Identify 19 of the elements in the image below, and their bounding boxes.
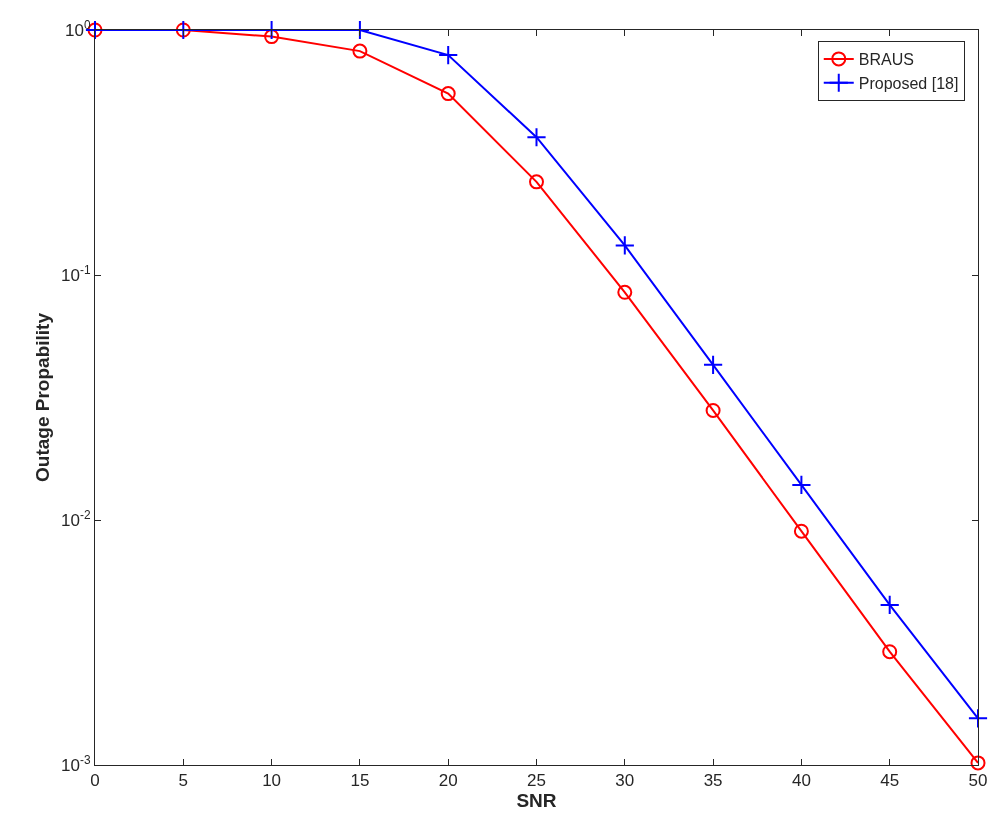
y-tick-label: 10$^{-2}$ [61, 507, 91, 530]
x-tick-label: 25 [527, 771, 546, 791]
y-tick-label: 10$^{-3}$ [61, 752, 91, 775]
y-axis-title: Outage Propability [31, 312, 53, 482]
x-tick-label: 15 [350, 771, 370, 791]
x-tick-label: 35 [703, 771, 723, 791]
legend-label: BRAUS [858, 51, 914, 69]
x-tick-label: 10 [262, 771, 282, 791]
x-axis-title: SNR [516, 790, 557, 812]
y-tick-label: 10$^{-1}$ [61, 262, 91, 285]
x-tick-label: 30 [615, 771, 635, 791]
x-tick-label: 45 [880, 771, 900, 791]
x-tick-label: 0 [90, 771, 100, 791]
legend-label: Proposed [18] [858, 74, 959, 92]
y-tick-label: 10$^{0}$ [65, 17, 91, 40]
x-tick-label: 5 [178, 771, 189, 791]
x-tick-label: 20 [438, 771, 458, 791]
x-tick-label: 40 [791, 771, 811, 791]
x-tick-label: 50 [968, 771, 988, 791]
